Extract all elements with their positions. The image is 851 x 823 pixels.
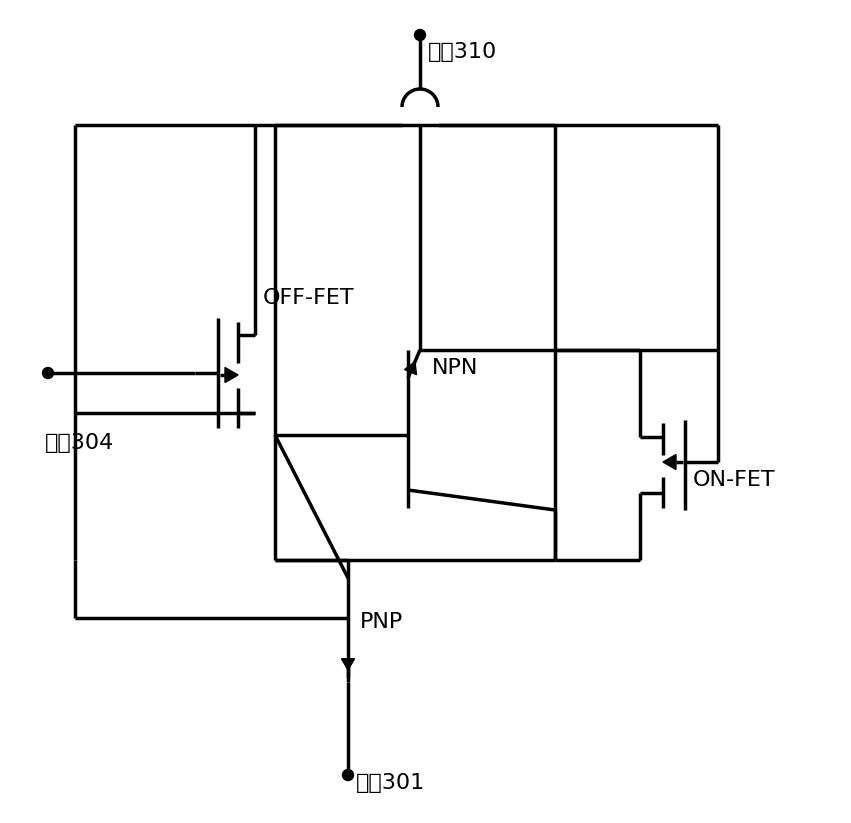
Text: PNP: PNP (360, 612, 403, 632)
Polygon shape (341, 658, 355, 670)
Polygon shape (404, 362, 416, 374)
Text: NPN: NPN (432, 358, 478, 378)
Circle shape (43, 368, 54, 379)
Circle shape (414, 30, 426, 40)
Circle shape (342, 770, 353, 780)
Polygon shape (663, 454, 676, 469)
Text: 栅极304: 栅极304 (45, 433, 114, 453)
Text: 阴极310: 阴极310 (428, 42, 497, 62)
Polygon shape (225, 368, 238, 383)
Text: 阳极301: 阳极301 (356, 773, 426, 793)
Text: ON-FET: ON-FET (693, 470, 775, 490)
Text: OFF-FET: OFF-FET (263, 288, 355, 308)
